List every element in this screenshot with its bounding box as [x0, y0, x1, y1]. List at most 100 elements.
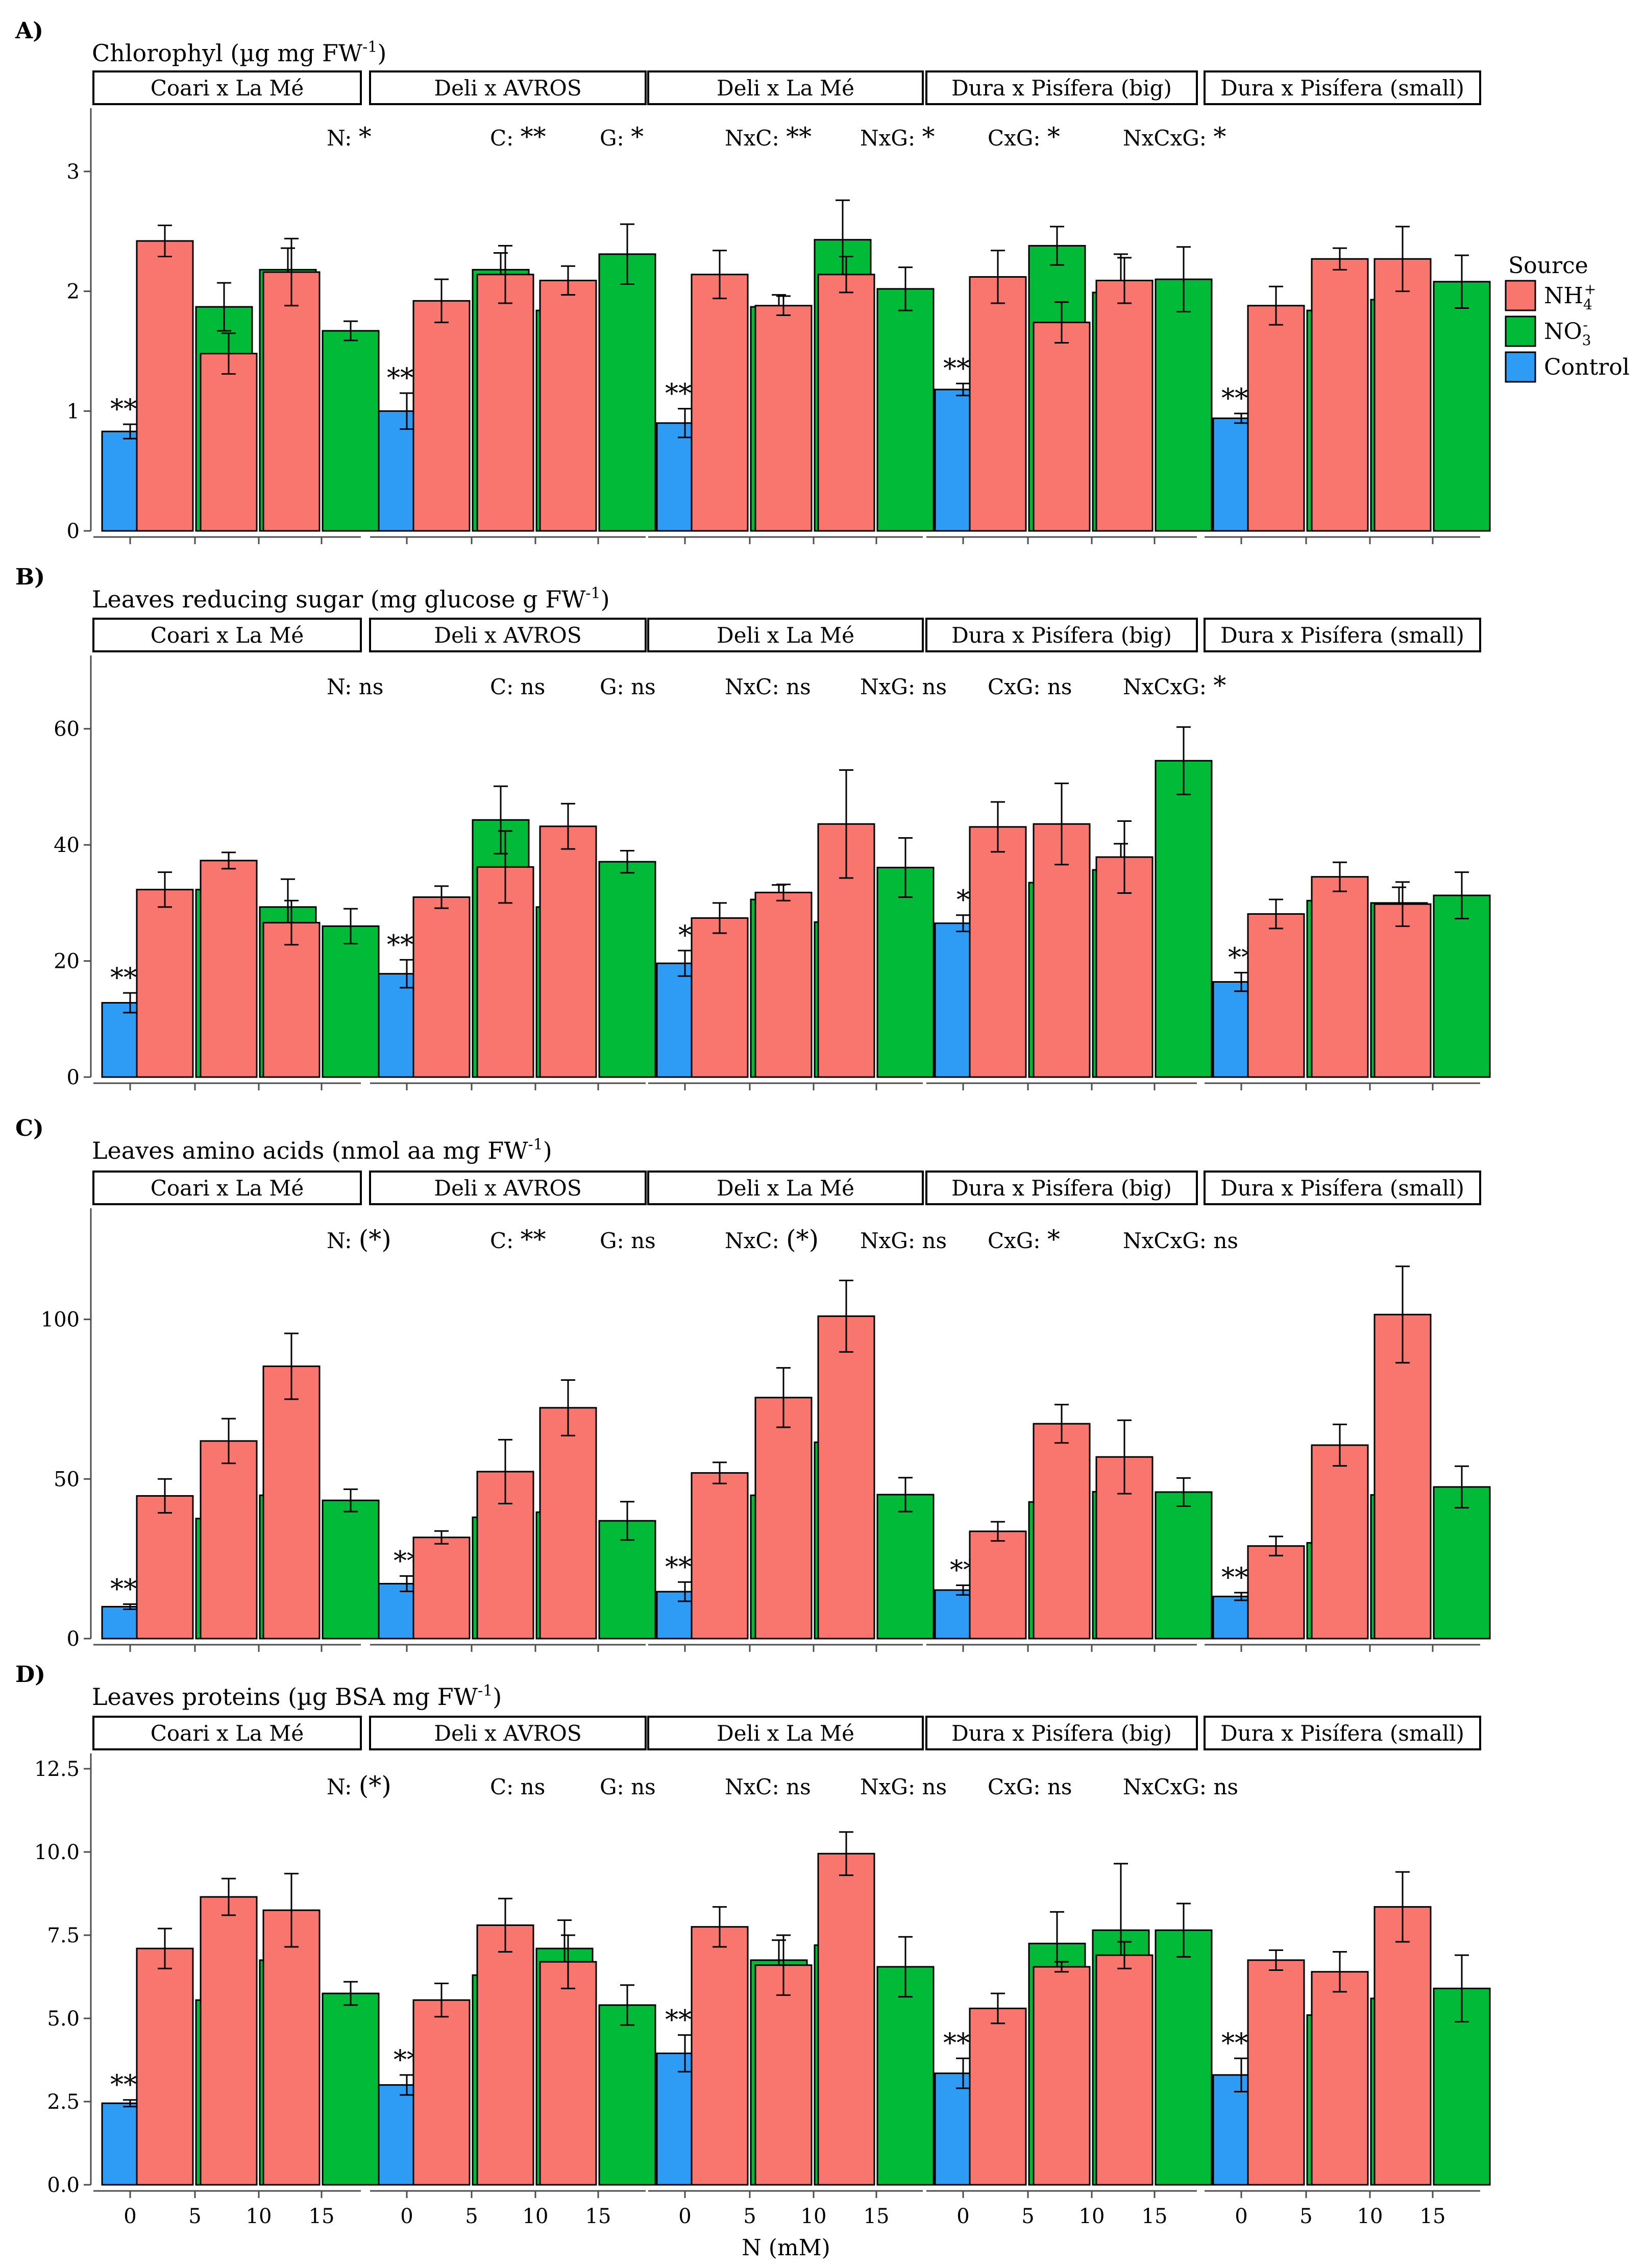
x-tick-label: 0 — [678, 2205, 691, 2228]
bar-no3 — [1155, 760, 1213, 1078]
x-tick-label: 0 — [400, 2205, 413, 2228]
x-tick-label: 15 — [309, 2205, 335, 2228]
stat-label: G: ns — [600, 674, 656, 699]
x-tick-label: 10 — [1079, 2205, 1105, 2228]
bar-nh4 — [1247, 1545, 1305, 1640]
bar-nh4 — [1373, 903, 1432, 1078]
bar-nh4 — [1373, 1906, 1432, 2186]
stat-label: CxG: ns — [988, 1774, 1072, 1799]
bar-no3 — [1433, 894, 1491, 1078]
stat-label: NxG: * — [860, 122, 935, 152]
facet-strip — [647, 70, 924, 105]
control-sig: * — [956, 885, 970, 916]
x-tick-label: 5 — [188, 2205, 201, 2228]
bar-nh4 — [200, 1440, 258, 1640]
y-tick-label: 50 — [54, 1468, 80, 1491]
panel-tag: C) — [15, 1115, 44, 1141]
bar-nh4 — [262, 1909, 321, 2186]
facet-label: Dura x Pisífera (small) — [1220, 623, 1464, 648]
bar-no3 — [876, 866, 935, 1078]
legend-label-no3: NO3- — [1544, 316, 1591, 349]
stat-label: C: ** — [490, 1225, 546, 1254]
bar-nh4 — [412, 896, 471, 1078]
y-tick-label: 0.0 — [47, 2174, 80, 2197]
bar-nh4 — [1247, 913, 1305, 1078]
bar-nh4 — [691, 1926, 749, 2186]
bar-no3 — [598, 861, 656, 1078]
facet-strip — [925, 618, 1198, 652]
bar-nh4 — [1311, 258, 1369, 532]
facet-label: Coari x La Mé — [151, 1721, 304, 1746]
y-tick-label: 20 — [54, 950, 80, 973]
bar-nh4 — [539, 279, 597, 532]
x-tick-label: 15 — [1420, 2205, 1446, 2228]
bar-nh4 — [1033, 1423, 1091, 1640]
bar-nh4 — [1033, 823, 1091, 1078]
bar-nh4 — [1311, 1444, 1369, 1640]
bar-nh4 — [1311, 876, 1369, 1078]
facet-label: Deli x La Mé — [717, 76, 854, 101]
facet-strip — [647, 618, 924, 652]
bar-no3 — [322, 1499, 380, 1640]
stat-label: N: ns — [327, 674, 383, 699]
x-tick-label: 15 — [585, 2205, 611, 2228]
x-tick-label: 10 — [1357, 2205, 1383, 2228]
y-tick-label: 1 — [67, 400, 80, 423]
y-tick-label: 7.5 — [47, 1924, 80, 1947]
bar-no3 — [598, 2004, 656, 2186]
bar-nh4 — [136, 1947, 194, 2186]
bar-nh4 — [1247, 1959, 1305, 2186]
bar-nh4 — [1311, 1971, 1369, 2186]
bar-no3 — [1155, 278, 1213, 532]
bar-no3 — [876, 288, 935, 532]
y-tick-label: 10.0 — [34, 1841, 80, 1864]
bar-no3 — [1155, 1929, 1213, 2186]
bar-nh4 — [969, 276, 1027, 532]
bar-nh4 — [817, 1315, 875, 1640]
legend-swatch-no3 — [1505, 315, 1536, 347]
bar-nh4 — [136, 889, 194, 1078]
x-tick-label: 15 — [1142, 2205, 1168, 2228]
bar-no3 — [876, 1966, 935, 2186]
y-tick-label: 5.0 — [47, 2007, 80, 2031]
control-sig: * — [678, 920, 692, 951]
stat-label: NxCxG: * — [1123, 122, 1226, 152]
stat-label: G: * — [600, 122, 644, 152]
x-tick-label: 10 — [523, 2205, 549, 2228]
bar-nh4 — [1373, 1313, 1432, 1640]
bar-nh4 — [817, 1852, 875, 2186]
bar-nh4 — [1095, 1954, 1154, 2186]
chart-title: Chlorophyl (µg mg FW-1) — [92, 38, 386, 67]
panel-tag: B) — [15, 564, 45, 590]
facet-label: Coari x La Mé — [151, 623, 304, 648]
facet-label: Dura x Pisífera (big) — [951, 1176, 1172, 1201]
stat-label: C: ns — [490, 1774, 545, 1799]
bar-nh4 — [754, 891, 813, 1078]
x-tick-label: 0 — [1235, 2205, 1247, 2228]
y-tick-label: 2 — [67, 280, 80, 304]
x-tick-label: 0 — [124, 2205, 136, 2228]
facet-label: Deli x AVROS — [434, 76, 581, 101]
bar-no3 — [322, 1992, 380, 2186]
facet-strip — [1204, 618, 1481, 652]
facet-label: Deli x AVROS — [434, 623, 581, 648]
facet-strip — [925, 1716, 1198, 1750]
bar-nh4 — [969, 2007, 1027, 2186]
bar-nh4 — [476, 274, 534, 532]
y-tick-label: 2.5 — [47, 2090, 80, 2114]
bar-no3 — [1433, 1486, 1491, 1640]
facet-strip — [369, 70, 647, 105]
bar-nh4 — [691, 274, 749, 532]
facet-label: Dura x Pisífera (small) — [1220, 1176, 1464, 1201]
bar-nh4 — [539, 825, 597, 1078]
facet-label: Deli x AVROS — [434, 1721, 581, 1746]
bar-nh4 — [754, 305, 813, 532]
x-tick-label: 10 — [246, 2205, 272, 2228]
y-tick-label: 40 — [54, 834, 80, 857]
y-tick-label: 0 — [67, 1627, 80, 1651]
bar-nh4 — [1033, 322, 1091, 532]
bar-nh4 — [691, 917, 749, 1078]
facet-strip — [647, 1170, 924, 1205]
bar-nh4 — [412, 1999, 471, 2186]
bar-nh4 — [136, 1495, 194, 1640]
